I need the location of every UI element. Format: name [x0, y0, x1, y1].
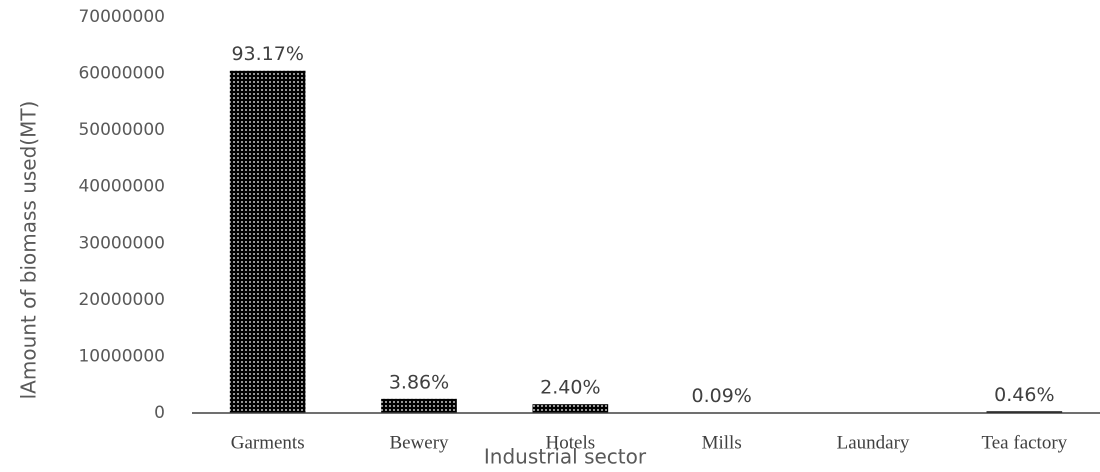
y-axis-title: lAmount of biomass used(MT): [17, 101, 41, 400]
x-tick-label: Tea factory: [981, 432, 1067, 453]
bar: [532, 404, 609, 413]
bar: [229, 70, 306, 413]
x-tick-label: Bewery: [389, 432, 449, 453]
x-tick-label: Mills: [702, 432, 742, 453]
y-tick-label: 40000000: [78, 177, 165, 197]
y-tick-label: 70000000: [78, 7, 165, 27]
x-axis-title: Industrial sector: [484, 445, 647, 469]
y-tick-label: 50000000: [78, 120, 165, 140]
bar: [986, 411, 1063, 413]
y-tick-label: 20000000: [78, 290, 165, 310]
y-tick-label: 60000000: [78, 64, 165, 84]
value-label: 3.86%: [389, 371, 449, 393]
value-label: 0.09%: [691, 385, 751, 407]
x-tick-label: Garments: [231, 432, 305, 453]
value-label: 0.46%: [994, 384, 1054, 406]
y-tick-label: 0: [154, 403, 165, 423]
value-label: 2.40%: [540, 377, 600, 399]
y-tick-label: 30000000: [78, 233, 165, 253]
bar: [381, 398, 457, 413]
x-tick-label: Laundary: [837, 432, 910, 453]
y-tick-label: 10000000: [78, 346, 165, 366]
x-tick-label: Hotels: [546, 432, 596, 453]
value-label: 93.17%: [231, 43, 303, 65]
